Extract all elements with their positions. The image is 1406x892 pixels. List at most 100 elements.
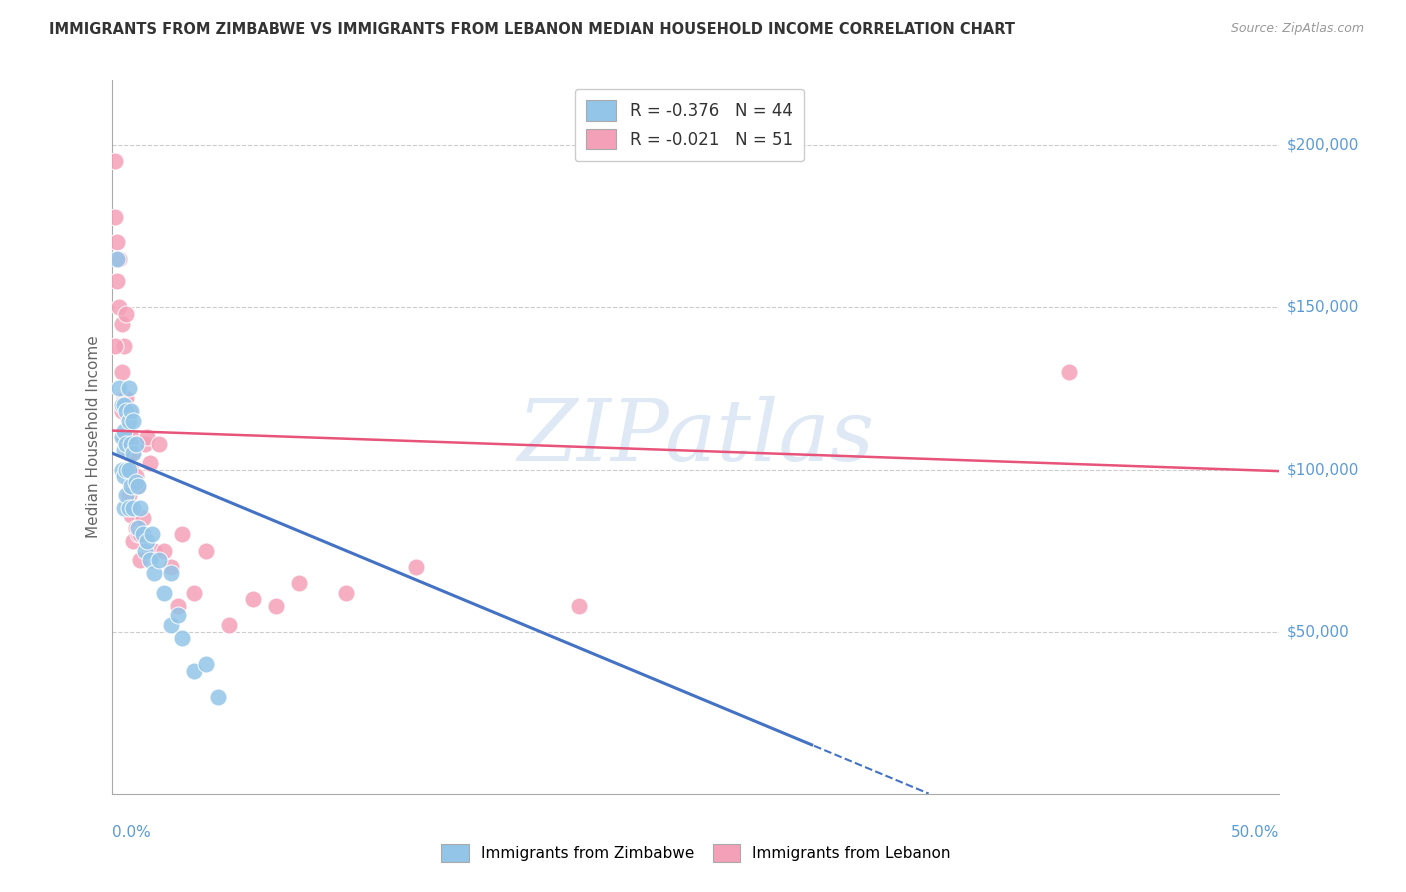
Point: [111, 462, 134, 476]
Point: [115, 391, 138, 405]
Text: $200,000: $200,000: [1286, 137, 1358, 153]
Point: [104, 154, 127, 169]
Point: [288, 576, 311, 591]
Point: [122, 446, 145, 460]
Point: [129, 501, 152, 516]
Point: [129, 527, 152, 541]
Point: [136, 533, 159, 548]
Point: [120, 436, 142, 450]
Point: [568, 599, 591, 613]
Legend: Immigrants from Zimbabwe, Immigrants from Lebanon: Immigrants from Zimbabwe, Immigrants fro…: [434, 838, 957, 868]
Y-axis label: Median Household Income: Median Household Income: [86, 335, 101, 539]
Text: IMMIGRANTS FROM ZIMBABWE VS IMMIGRANTS FROM LEBANON MEDIAN HOUSEHOLD INCOME CORR: IMMIGRANTS FROM ZIMBABWE VS IMMIGRANTS F…: [49, 22, 1015, 37]
Point: [118, 414, 141, 428]
Text: 0.0%: 0.0%: [112, 825, 152, 840]
Point: [218, 618, 240, 632]
Point: [111, 430, 134, 444]
Point: [105, 235, 128, 250]
Point: [194, 543, 217, 558]
Point: [118, 381, 141, 395]
Point: [111, 365, 134, 379]
Point: [112, 398, 135, 412]
Point: [118, 462, 141, 476]
Text: Source: ZipAtlas.com: Source: ZipAtlas.com: [1230, 22, 1364, 36]
Point: [125, 475, 148, 490]
Point: [125, 436, 148, 450]
Point: [194, 657, 217, 672]
Point: [111, 398, 134, 412]
Point: [160, 559, 183, 574]
Point: [127, 479, 149, 493]
Point: [160, 618, 183, 632]
Point: [108, 252, 131, 266]
Point: [129, 553, 152, 567]
Point: [120, 462, 142, 476]
Point: [118, 501, 141, 516]
Point: [112, 443, 135, 458]
Point: [112, 391, 135, 405]
Point: [115, 404, 138, 418]
Point: [143, 543, 166, 558]
Text: $100,000: $100,000: [1286, 462, 1358, 477]
Point: [143, 566, 166, 581]
Point: [112, 469, 135, 483]
Point: [207, 690, 229, 704]
Point: [139, 456, 162, 470]
Point: [115, 462, 138, 476]
Point: [134, 436, 156, 450]
Point: [148, 436, 170, 450]
Point: [104, 339, 127, 353]
Point: [153, 543, 176, 558]
Point: [242, 592, 264, 607]
Point: [112, 430, 135, 444]
Point: [160, 566, 183, 581]
Point: [104, 210, 127, 224]
Point: [139, 553, 162, 567]
Point: [120, 508, 142, 522]
Point: [112, 339, 135, 353]
Point: [112, 501, 135, 516]
Point: [148, 553, 170, 567]
Text: $150,000: $150,000: [1286, 300, 1358, 315]
Point: [122, 446, 145, 460]
Point: [127, 479, 149, 493]
Point: [112, 424, 135, 438]
Point: [122, 501, 145, 516]
Point: [125, 436, 148, 450]
Text: $50,000: $50,000: [1286, 624, 1350, 640]
Point: [335, 586, 357, 600]
Point: [111, 317, 134, 331]
Point: [111, 404, 134, 418]
Point: [1059, 365, 1081, 379]
Point: [405, 559, 427, 574]
Point: [127, 527, 149, 541]
Point: [166, 599, 188, 613]
Point: [108, 381, 131, 395]
Point: [105, 252, 128, 266]
Point: [166, 608, 188, 623]
Point: [120, 479, 142, 493]
Point: [132, 511, 155, 525]
Point: [172, 527, 194, 541]
Point: [118, 488, 141, 502]
Text: 50.0%: 50.0%: [1232, 825, 1279, 840]
Point: [118, 446, 141, 460]
Point: [115, 436, 138, 450]
Point: [105, 274, 128, 288]
Point: [125, 469, 148, 483]
Point: [134, 543, 156, 558]
Point: [122, 414, 145, 428]
Point: [120, 430, 142, 444]
Point: [153, 586, 176, 600]
Point: [115, 488, 138, 502]
Point: [183, 664, 205, 678]
Point: [183, 586, 205, 600]
Point: [172, 631, 194, 645]
Point: [127, 521, 149, 535]
Point: [122, 479, 145, 493]
Point: [115, 307, 138, 321]
Point: [108, 301, 131, 315]
Point: [120, 404, 142, 418]
Point: [136, 430, 159, 444]
Point: [125, 521, 148, 535]
